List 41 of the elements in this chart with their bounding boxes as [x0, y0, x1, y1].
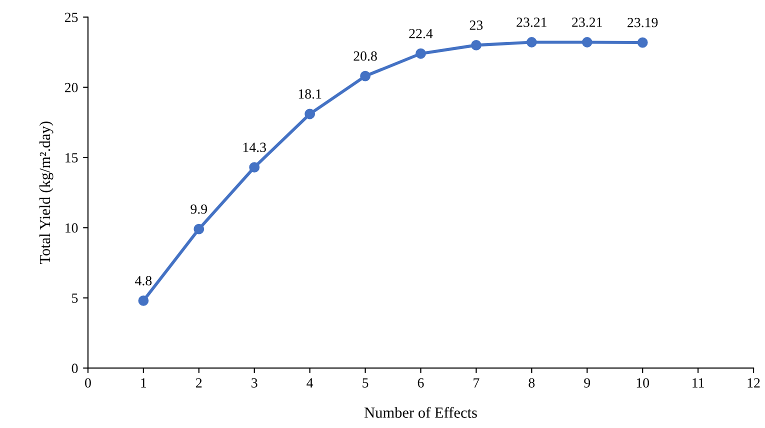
y-tick-label: 20: [64, 82, 78, 92]
y-tick-label: 15: [66, 153, 78, 162]
point: [304, 108, 316, 120]
y-tick-label: 0: [72, 364, 78, 374]
x-axis-title: Number of Effects: [364, 406, 477, 418]
point: [471, 40, 482, 50]
x-tick-label: 2: [196, 378, 202, 388]
x-tick-label: 7: [474, 378, 480, 388]
x-tick-label: 9: [584, 378, 590, 388]
x-tick-label: 10: [636, 378, 650, 388]
data-label: 23.21: [572, 18, 602, 27]
data-label: 4.8: [135, 276, 152, 286]
x-tick-label: 5: [362, 378, 368, 388]
data-label: 23.21: [516, 18, 546, 27]
point: [416, 48, 426, 59]
x-tick-label: 4: [306, 378, 314, 388]
point: [138, 295, 149, 306]
data-label: 22.4: [409, 28, 433, 38]
data-label: 9.9: [190, 204, 208, 214]
x-tick-label: 12: [748, 378, 760, 388]
y-tick-label: 5: [72, 294, 78, 303]
data-label: 23.19: [628, 18, 658, 28]
point: [637, 37, 648, 48]
point: [249, 162, 260, 173]
point: [526, 37, 537, 48]
x-tick-label: 6: [418, 378, 424, 388]
data-label: 18.1: [298, 89, 322, 99]
y-tick-label: 10: [66, 223, 78, 233]
point: [582, 37, 592, 48]
y-axis-title: Total Yield (kg/m².day): [39, 122, 54, 264]
x-tick-label: 11: [692, 378, 704, 388]
x-tick-label: 0: [85, 378, 91, 388]
x-tick-label: 3: [252, 378, 258, 388]
point: [194, 224, 204, 234]
data-label: 23: [470, 20, 483, 30]
point: [360, 70, 370, 82]
x-tick-label: 1: [141, 378, 146, 388]
x-tick-label: 8: [528, 378, 535, 388]
data-label: 14.3: [243, 142, 266, 152]
y-tick-label: 25: [64, 12, 78, 22]
data-label: 20.8: [354, 51, 377, 61]
